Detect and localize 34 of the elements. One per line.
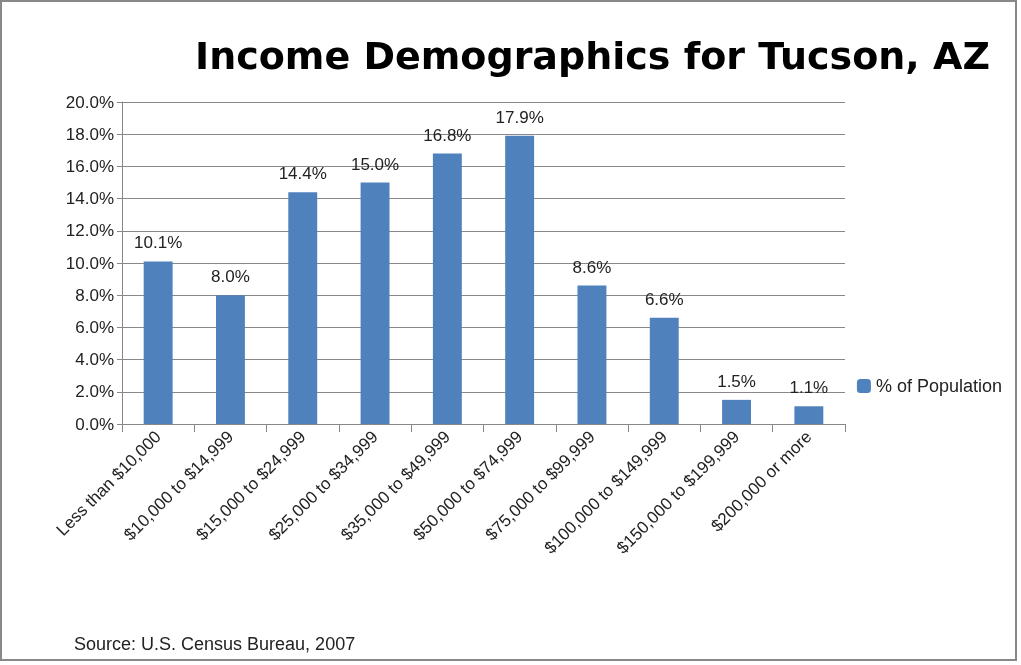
y-tick-label: 8.0% bbox=[75, 285, 114, 305]
data-label: 14.4% bbox=[278, 164, 327, 184]
y-tick-label: 16.0% bbox=[65, 156, 114, 176]
data-label: 1.5% bbox=[717, 371, 756, 391]
data-label: 8.6% bbox=[572, 257, 612, 277]
bar bbox=[722, 399, 752, 424]
bar bbox=[577, 285, 607, 424]
data-label: 15.0% bbox=[350, 154, 400, 174]
bar bbox=[649, 317, 679, 424]
source-note: Source: U.S. Census Bureau, 2007 bbox=[74, 634, 356, 654]
y-tick-label: 0.0% bbox=[75, 414, 114, 434]
bar bbox=[794, 406, 824, 424]
bar bbox=[143, 261, 173, 424]
data-label: 10.1% bbox=[134, 233, 183, 253]
data-label: 16.8% bbox=[423, 125, 472, 145]
legend-label: % of Population bbox=[875, 376, 1003, 396]
bar bbox=[288, 192, 318, 424]
bar bbox=[360, 182, 390, 424]
data-label: 8.0% bbox=[211, 267, 250, 287]
bar bbox=[432, 153, 462, 424]
y-tick-label: 6.0% bbox=[75, 317, 114, 337]
y-tick-label: 10.0% bbox=[65, 253, 114, 273]
chart-title: Income Demographics for Tucson, AZ bbox=[194, 34, 990, 78]
data-label: 6.6% bbox=[644, 289, 684, 309]
bar bbox=[505, 135, 535, 424]
y-tick-label: 2.0% bbox=[75, 382, 114, 402]
data-label: 17.9% bbox=[495, 107, 544, 127]
bar bbox=[215, 295, 245, 424]
y-tick-label: 12.0% bbox=[65, 221, 114, 241]
y-tick-label: 14.0% bbox=[65, 189, 114, 209]
y-tick-label: 18.0% bbox=[65, 124, 114, 144]
y-tick-label: 4.0% bbox=[75, 350, 114, 370]
y-tick-label: 20.0% bbox=[65, 92, 114, 112]
data-label: 1.1% bbox=[789, 378, 829, 398]
